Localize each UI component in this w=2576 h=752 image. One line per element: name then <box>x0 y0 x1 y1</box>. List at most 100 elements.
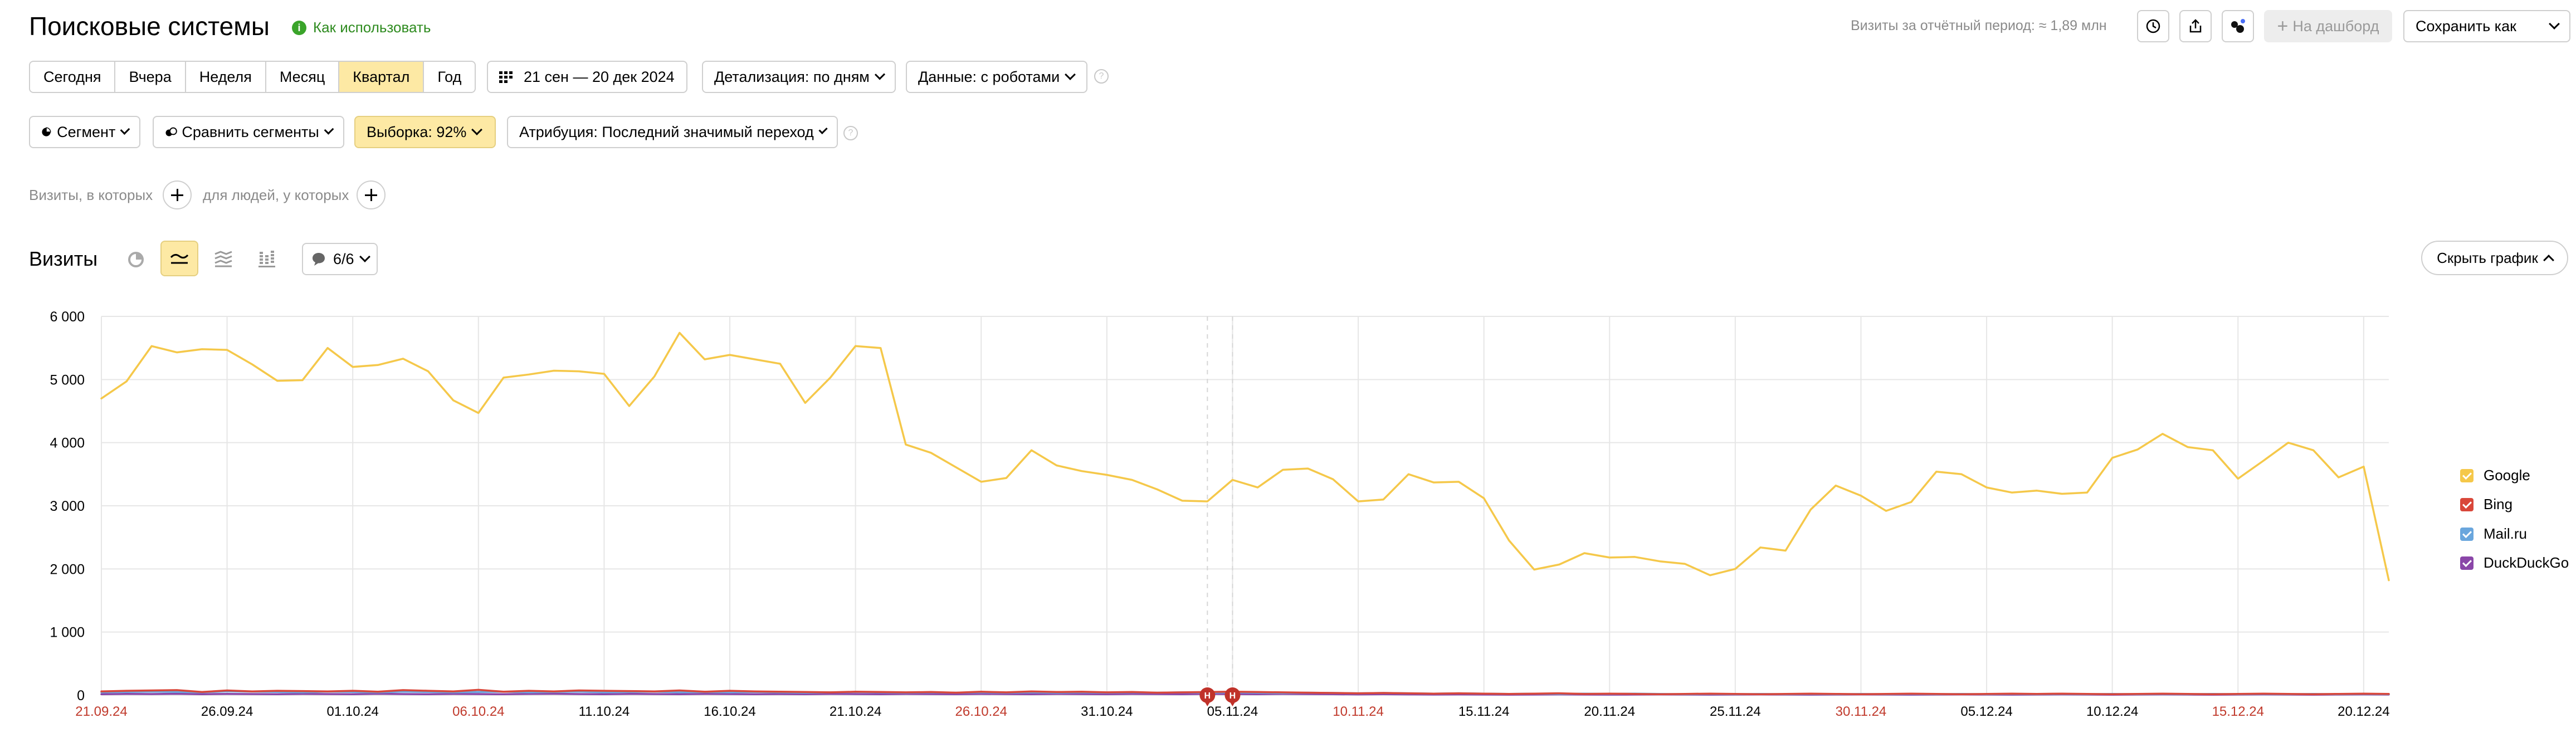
data-dropdown[interactable]: Данные: с роботами <box>906 61 1087 93</box>
x-axis: 21.09.24 26.09.24 01.10.24 06.10.24 11.10.24… <box>75 704 2389 719</box>
stacked-bar-icon <box>258 251 275 267</box>
attribution-dropdown[interactable]: Атрибуция: Последний значимый переход <box>507 116 838 148</box>
series-line-bing <box>100 688 2390 696</box>
history-button[interactable] <box>2137 10 2169 42</box>
y-tick-label: 3 000 <box>50 499 85 514</box>
period-selector[interactable]: Сегодня Вчера Неделя Месяц Квартал Год <box>29 61 476 93</box>
x-tick-label: 25.11.24 <box>1710 704 1761 719</box>
calendar-icon <box>499 71 513 83</box>
chevron-down-icon <box>471 124 483 135</box>
x-tick-label: 20.11.24 <box>1584 704 1635 719</box>
attribution-label: Атрибуция: Последний значимый переход <box>519 123 814 140</box>
chevron-down-icon <box>120 125 130 135</box>
annotation-marker-label: Н <box>1230 691 1236 701</box>
sample-dropdown[interactable]: Выборка: 92% <box>354 116 496 148</box>
x-tick-label: 01.10.24 <box>326 704 378 719</box>
detail-label: Детализация: по дням <box>714 68 870 85</box>
x-tick-label: 10.11.24 <box>1333 704 1384 719</box>
period-year[interactable]: Год <box>437 68 462 85</box>
period-today[interactable]: Сегодня <box>30 62 116 92</box>
compare-icon <box>165 127 177 136</box>
x-tick-label: 26.09.24 <box>201 704 253 719</box>
annotations-label: 6/6 <box>333 250 354 267</box>
add-people-filter-button[interactable] <box>357 180 386 209</box>
clock-icon <box>2146 19 2160 33</box>
series-line-google <box>100 331 2390 582</box>
annotation-marker[interactable]: Н <box>1199 687 1216 706</box>
x-tick-label: 21.09.24 <box>75 704 127 719</box>
add-to-dashboard-label: На дашборд <box>2292 17 2379 35</box>
period-month[interactable]: Месяц <box>266 62 340 92</box>
period-yesterday[interactable]: Вчера <box>115 62 186 92</box>
stacked-area-icon <box>214 251 232 267</box>
date-range-label: 21 сен — 20 дек 2024 <box>524 68 675 85</box>
x-tick-label: 05.12.24 <box>1960 704 2012 719</box>
segment-dropdown[interactable]: Сегмент <box>29 116 140 148</box>
segment-label: Сегмент <box>57 123 116 140</box>
y-tick-label: 2 000 <box>50 561 85 577</box>
y-tick-label: 5 000 <box>50 372 85 388</box>
legend-label-duckduckgo: DuckDuckGo <box>2484 554 2569 571</box>
x-tick-label: 05.11.24 <box>1207 704 1258 719</box>
x-tick-label: 16.10.24 <box>704 704 755 719</box>
x-tick-label: 21.10.24 <box>830 704 881 719</box>
chevron-down-icon <box>324 125 334 135</box>
y-tick-label: 0 <box>77 688 85 704</box>
legend-item-google[interactable]: Google <box>2460 467 2530 484</box>
how-to-use-link[interactable]: i Как использовать <box>292 19 431 36</box>
legend-label-google: Google <box>2484 467 2530 484</box>
hide-chart-label: Скрыть график <box>2437 249 2538 266</box>
chevron-up-icon <box>2543 255 2554 266</box>
assistant-button[interactable] <box>2222 10 2254 42</box>
legend-item-bing[interactable]: Bing <box>2460 496 2512 513</box>
help-icon[interactable]: ? <box>843 126 858 140</box>
visits-period-summary: Визиты за отчётный период: ≈ 1,89 млн <box>1851 18 2107 33</box>
add-to-dashboard-button[interactable]: + На дашборд <box>2264 10 2392 42</box>
x-tick-label: 06.10.24 <box>452 704 504 719</box>
chevron-down-icon <box>1065 69 1076 80</box>
x-tick-label: 10.12.24 <box>2086 704 2138 719</box>
pie-chart-icon <box>128 252 144 267</box>
chart-type-area-button[interactable] <box>213 248 234 270</box>
chart-grid <box>101 316 2389 696</box>
export-button[interactable] <box>2179 10 2212 42</box>
x-tick-label: 31.10.24 <box>1081 704 1133 719</box>
chevron-down-icon <box>2549 18 2560 30</box>
compare-segments-dropdown[interactable]: Сравнить сегменты <box>153 116 344 148</box>
chevron-down-icon <box>359 251 370 262</box>
chart-type-pie-button[interactable] <box>126 250 146 270</box>
checkbox-icon <box>2460 527 2473 541</box>
save-as-button[interactable]: Сохранить как <box>2403 10 2570 42</box>
info-icon: i <box>292 20 306 35</box>
add-visits-filter-button[interactable] <box>163 180 192 209</box>
detail-dropdown[interactable]: Детализация: по дням <box>702 61 896 93</box>
period-quarter[interactable]: Квартал <box>339 62 425 92</box>
chart-type-line-button[interactable] <box>160 241 198 276</box>
legend-item-mailru[interactable]: Mail.ru <box>2460 525 2527 543</box>
chart-type-bar-button[interactable] <box>256 248 277 270</box>
page-title: Поисковые системы <box>29 12 270 41</box>
share-icon <box>2189 19 2202 33</box>
metric-title: Визиты <box>29 247 98 270</box>
legend-label-mailru: Mail.ru <box>2484 525 2528 542</box>
y-tick-label: 6 000 <box>50 309 85 325</box>
legend-item-duckduckgo[interactable]: DuckDuckGo <box>2460 554 2569 572</box>
visits-filter-label: Визиты, в которых <box>29 187 153 203</box>
people-filter-label: для людей, у которых <box>203 187 349 203</box>
annotation-marker[interactable]: Н <box>1224 687 1241 706</box>
legend-label-bing: Bing <box>2484 496 2513 512</box>
comment-icon <box>313 253 325 266</box>
plus-icon: + <box>2277 16 2289 37</box>
period-week[interactable]: Неделя <box>186 62 266 92</box>
x-tick-label: 15.11.24 <box>1458 704 1510 719</box>
visits-line-chart: 0 1 000 2 000 3 000 4 000 5 000 6 000 21.09.24… <box>50 309 2390 719</box>
help-icon[interactable]: ? <box>1094 69 1109 84</box>
hide-chart-button[interactable]: Скрыть график <box>2421 241 2568 275</box>
line-chart-icon <box>170 253 189 264</box>
checkbox-icon <box>2460 468 2473 482</box>
date-range-picker[interactable]: 21 сен — 20 дек 2024 <box>487 61 687 93</box>
data-label: Данные: с роботами <box>918 68 1060 85</box>
annotations-dropdown[interactable]: 6/6 <box>302 243 378 275</box>
x-tick-label: 20.12.24 <box>2338 704 2389 719</box>
